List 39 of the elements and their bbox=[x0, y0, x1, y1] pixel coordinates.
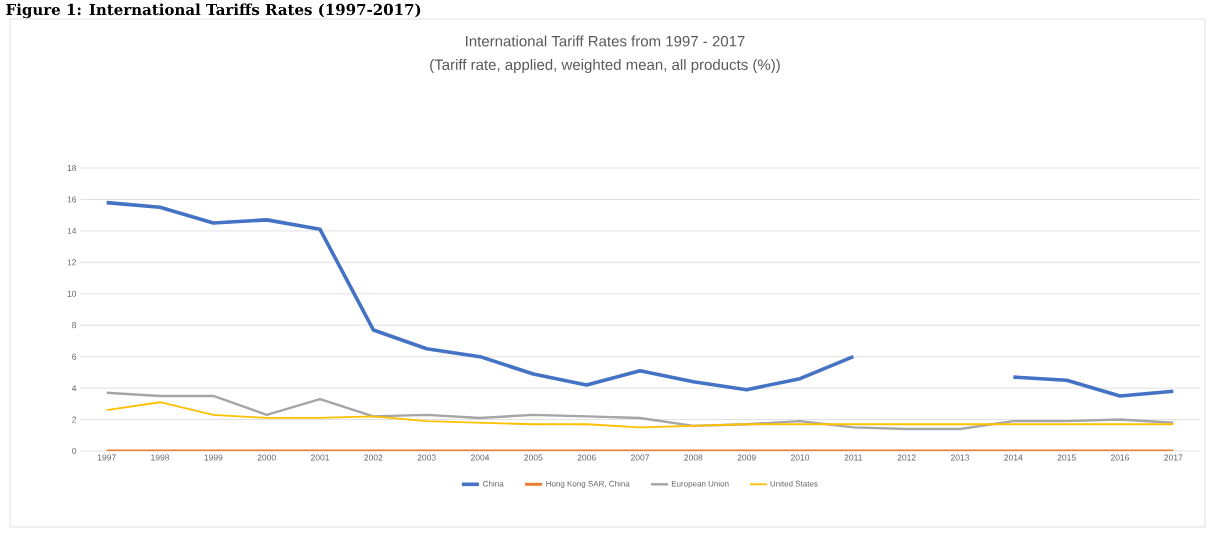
chart-title: International Tariff Rates from 1997 - 2017 bbox=[466, 35, 745, 47]
x-tick-label: 2001 bbox=[310, 454, 330, 461]
x-tick-label: 2000 bbox=[257, 454, 276, 461]
legend-label: European Union bbox=[671, 480, 729, 489]
x-tick-label: 2014 bbox=[1004, 454, 1023, 461]
y-tick-label: 2 bbox=[72, 416, 77, 423]
y-tick-label: 14 bbox=[67, 227, 77, 234]
y-tick-label: 8 bbox=[72, 322, 77, 329]
x-tick-label: 1999 bbox=[204, 454, 223, 461]
x-tick-label: 2002 bbox=[364, 454, 383, 461]
x-tick-label: 2016 bbox=[1110, 454, 1130, 461]
y-tick-label: 18 bbox=[67, 164, 77, 171]
x-tick-label: 2005 bbox=[524, 454, 543, 461]
y-tick-label: 10 bbox=[67, 290, 77, 297]
x-tick-label: 2007 bbox=[630, 454, 650, 461]
y-tick-label: 12 bbox=[67, 259, 77, 266]
x-tick-label: 2003 bbox=[417, 454, 436, 461]
x-tick-label: 2013 bbox=[950, 454, 970, 461]
x-tick-label: 2006 bbox=[577, 454, 596, 461]
y-tick-label: 6 bbox=[72, 353, 77, 360]
x-tick-label: 1998 bbox=[151, 454, 170, 461]
y-tick-label: 4 bbox=[71, 385, 77, 392]
x-tick-label: 2009 bbox=[737, 454, 756, 461]
line-series bbox=[105, 391, 1175, 431]
x-tick-label: 2010 bbox=[790, 454, 810, 461]
x-tick-label: 2008 bbox=[684, 454, 703, 461]
legend-label: United States bbox=[770, 480, 818, 487]
legend-label: Hong Kong SAR, China bbox=[546, 480, 630, 489]
x-tick-label: 1997 bbox=[97, 454, 116, 461]
chart-subtitle: (Tariff rate, applied, weighted mean, all products (%)) bbox=[430, 59, 780, 73]
x-tick-label: 2017 bbox=[1164, 454, 1183, 461]
x-tick-label: 2011 bbox=[844, 454, 863, 461]
y-tick-label: 16 bbox=[67, 196, 77, 203]
x-tick-label: 2012 bbox=[897, 454, 916, 461]
y-tick-label: 0 bbox=[72, 447, 77, 454]
x-tick-label: 2015 bbox=[1057, 454, 1076, 461]
legend-label: China bbox=[483, 480, 504, 487]
caption: Figure 1: International Tariffs Rates (1997-2017) bbox=[6, 3, 421, 19]
x-tick-label: 2004 bbox=[470, 454, 490, 461]
